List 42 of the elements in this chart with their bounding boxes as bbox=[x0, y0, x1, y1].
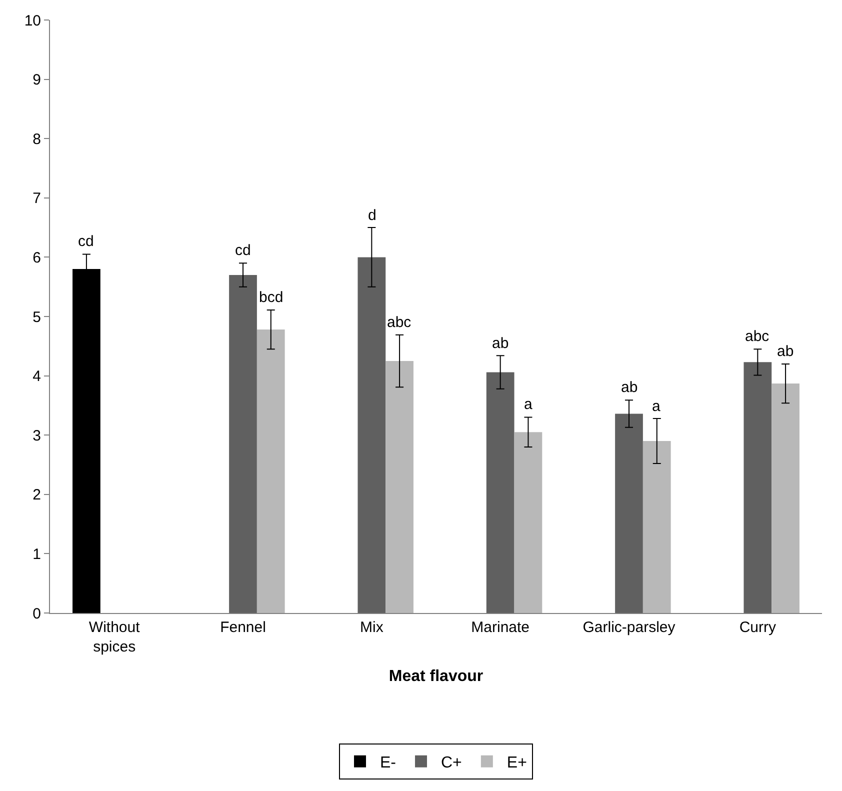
data-label: cd bbox=[78, 233, 94, 250]
y-tick-label: 7 bbox=[32, 190, 41, 208]
x-tick-label: Curry bbox=[739, 619, 776, 636]
y-tick-label: 0 bbox=[32, 605, 41, 622]
y-tick-label: 2 bbox=[32, 486, 41, 504]
y-tick-label: 9 bbox=[32, 72, 41, 89]
x-tick-label: Garlic-parsley bbox=[582, 619, 676, 636]
y-tick-label: 1 bbox=[32, 546, 41, 563]
y-tick-label: 3 bbox=[32, 427, 41, 444]
x-axis-title: Meat flavour bbox=[388, 668, 484, 686]
data-label: abc bbox=[745, 328, 770, 345]
legend-label: E- bbox=[380, 754, 396, 772]
bar bbox=[229, 274, 257, 613]
y-tick-label: 10 bbox=[24, 12, 41, 30]
y-tick-label: 6 bbox=[32, 249, 41, 266]
bar bbox=[772, 384, 800, 613]
bar bbox=[642, 441, 671, 613]
bar bbox=[514, 432, 542, 613]
legend-label: E+ bbox=[506, 754, 527, 772]
data-label: ab bbox=[492, 335, 509, 352]
data-label: ab bbox=[621, 379, 638, 396]
legend-label: C+ bbox=[441, 754, 462, 772]
bar bbox=[486, 372, 514, 613]
bar bbox=[386, 360, 414, 613]
x-tick-label: Mix bbox=[360, 619, 384, 636]
data-label: abc bbox=[387, 314, 412, 331]
bar bbox=[256, 330, 285, 613]
data-label: d bbox=[368, 207, 376, 224]
bar bbox=[615, 414, 643, 613]
x-tick-label: Fennel bbox=[220, 619, 266, 636]
bar bbox=[358, 257, 386, 613]
data-label: bcd bbox=[259, 289, 284, 306]
data-label: cd bbox=[235, 242, 251, 259]
y-tick-label: 4 bbox=[32, 368, 41, 386]
data-label: ab bbox=[777, 343, 794, 360]
y-tick-label: 8 bbox=[32, 130, 41, 148]
y-tick-label: 5 bbox=[32, 308, 41, 326]
bar bbox=[744, 362, 772, 613]
data-label: a bbox=[652, 398, 661, 415]
x-tick-label: Without spices bbox=[88, 619, 141, 656]
x-tick-label: Marinate bbox=[471, 619, 530, 636]
data-label: a bbox=[524, 396, 533, 413]
